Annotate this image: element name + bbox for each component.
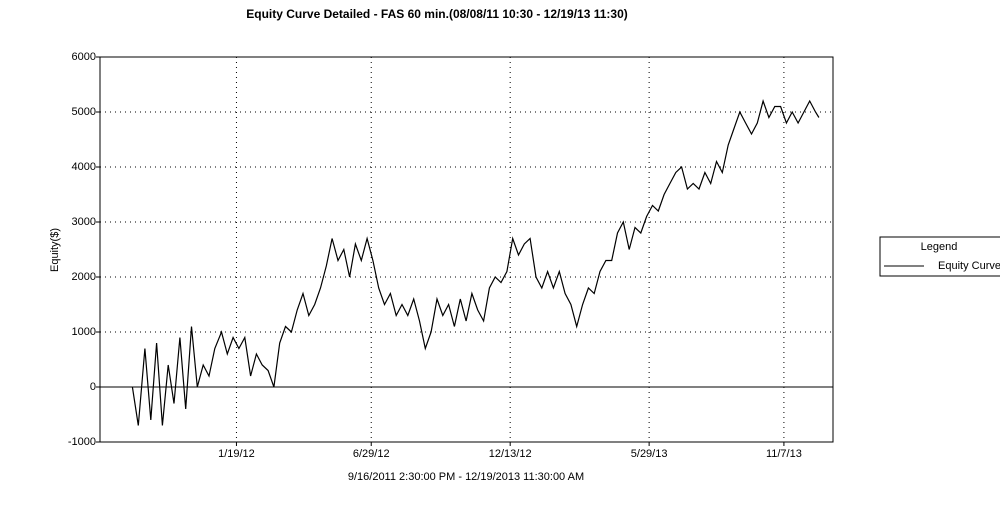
equity-line	[131, 98, 820, 426]
y-tick-label: 3000	[72, 216, 96, 228]
y-tick-label: 6000	[72, 51, 96, 63]
x-tick-label: 11/7/13	[766, 448, 802, 460]
x-tick-label: 5/29/13	[631, 448, 668, 460]
x-tick-label: 1/19/12	[218, 448, 255, 460]
y-tick-label: 0	[90, 381, 96, 393]
x-tick-label: 6/29/12	[353, 448, 390, 460]
x-axis-label: 9/16/2011 2:30:00 PM - 12/19/2013 11:30:…	[348, 471, 584, 483]
y-axis-label: Equity($)	[49, 228, 61, 272]
y-tick-label: 2000	[72, 271, 96, 283]
legend-title: Legend	[921, 241, 958, 253]
legend-box	[879, 236, 1000, 277]
y-tick-label: 5000	[72, 106, 96, 118]
y-tick-label: 1000	[72, 326, 96, 338]
y-tick-label: 4000	[72, 161, 96, 173]
x-tick-label: 12/13/12	[489, 448, 532, 460]
plot-frame	[99, 56, 834, 443]
legend-label: Equity Curve	[938, 260, 1000, 272]
y-tick-label: -1000	[68, 436, 96, 448]
chart-title: Equity Curve Detailed - FAS 60 min.(08/0…	[246, 7, 628, 21]
